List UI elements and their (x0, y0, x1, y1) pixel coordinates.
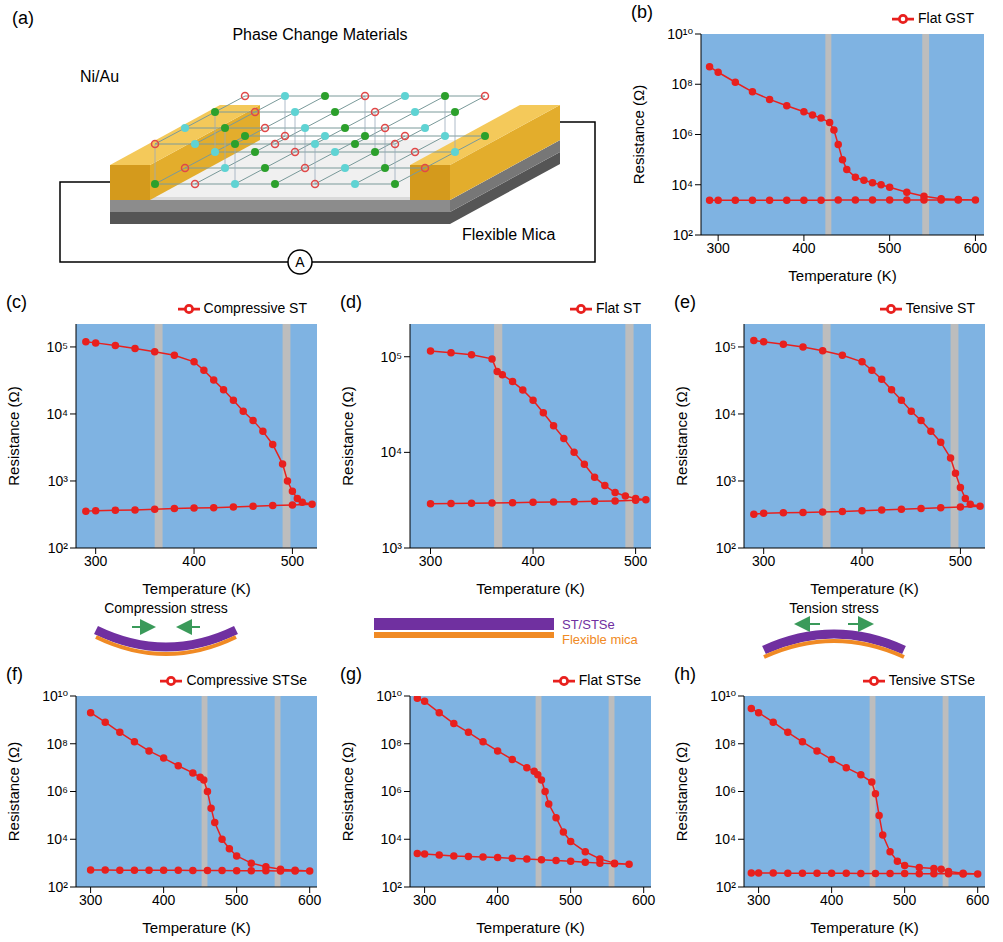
html-text:Flat ST: Flat ST (595, 299, 641, 316)
html-text:(g): (g) (340, 664, 362, 684)
svg-text:300: 300 (79, 892, 103, 908)
svg-text:Temperature (K): Temperature (K) (810, 919, 918, 936)
svg-text:500: 500 (878, 240, 902, 256)
svg-text:10³: 10³ (716, 473, 737, 489)
svg-text:500: 500 (949, 553, 973, 569)
svg-text:Resistance (Ω): Resistance (Ω) (673, 386, 690, 486)
svg-text:Compression stress: Compression stress (104, 600, 228, 616)
svg-text:10¹⁰: 10¹⁰ (710, 688, 736, 704)
svg-text:10¹⁰: 10¹⁰ (376, 688, 402, 704)
svg-text:Resistance (Ω): Resistance (Ω) (339, 386, 356, 486)
svg-text:400: 400 (486, 892, 510, 908)
svg-text:(a): (a) (12, 8, 34, 28)
svg-text:10²: 10² (382, 879, 403, 895)
svg-text:10⁶: 10⁶ (381, 783, 402, 799)
svg-text:10³: 10³ (48, 473, 69, 489)
svg-text:10⁵: 10⁵ (381, 349, 402, 365)
svg-text:500: 500 (281, 553, 305, 569)
svg-text:10²: 10² (716, 540, 737, 556)
svg-text:10⁴: 10⁴ (380, 444, 402, 460)
html-text:Compressive STSe: Compressive STSe (186, 671, 307, 688)
svg-text:300: 300 (706, 240, 730, 256)
svg-text:Temperature (K): Temperature (K) (788, 267, 896, 284)
html-text:(f): (f) (6, 664, 23, 684)
svg-text:400: 400 (850, 553, 874, 569)
svg-text:500: 500 (893, 892, 917, 908)
svg-text:400: 400 (820, 892, 844, 908)
svg-text:10⁶: 10⁶ (47, 783, 68, 799)
svg-text:Temperature (K): Temperature (K) (142, 919, 250, 936)
html-text:(e): (e) (674, 292, 696, 312)
html-text:Tensive STSe: Tensive STSe (888, 671, 975, 688)
svg-text:A: A (295, 254, 305, 270)
svg-text:10⁶: 10⁶ (715, 783, 736, 799)
svg-text:600: 600 (964, 240, 988, 256)
svg-text:600: 600 (298, 892, 322, 908)
svg-text:600: 600 (632, 892, 656, 908)
html-text:(h): (h) (674, 664, 696, 684)
svg-text:10⁸: 10⁸ (47, 736, 69, 752)
svg-text:10⁴: 10⁴ (46, 831, 68, 847)
svg-text:Resistance (Ω): Resistance (Ω) (5, 386, 22, 486)
svg-text:Resistance (Ω): Resistance (Ω) (630, 85, 647, 185)
svg-text:300: 300 (84, 553, 108, 569)
svg-text:10⁶: 10⁶ (672, 126, 693, 142)
svg-text:10¹⁰: 10¹⁰ (42, 688, 68, 704)
svg-text:300: 300 (419, 553, 443, 569)
svg-text:10⁸: 10⁸ (715, 736, 737, 752)
svg-text:10¹⁰: 10¹⁰ (667, 26, 693, 42)
svg-text:400: 400 (521, 553, 545, 569)
svg-text:Temperature (K): Temperature (K) (476, 919, 584, 936)
svg-text:10²: 10² (673, 227, 694, 243)
svg-text:500: 500 (624, 553, 648, 569)
svg-text:Resistance (Ω): Resistance (Ω) (673, 742, 690, 842)
html-text:Flat GST: Flat GST (918, 9, 974, 26)
svg-text:400: 400 (792, 240, 816, 256)
svg-text:10²: 10² (48, 540, 69, 556)
html-text:(d): (d) (340, 292, 362, 312)
html-text:Compressive ST: Compressive ST (203, 299, 307, 316)
svg-text:10²: 10² (716, 879, 737, 895)
svg-text:Phase Change Materials: Phase Change Materials (232, 26, 407, 43)
html-text:Flat STSe: Flat STSe (578, 671, 641, 688)
svg-text:300: 300 (413, 892, 437, 908)
svg-text:400: 400 (182, 553, 206, 569)
svg-text:10⁴: 10⁴ (714, 406, 736, 422)
svg-text:300: 300 (747, 892, 771, 908)
svg-text:Resistance (Ω): Resistance (Ω) (5, 742, 22, 842)
svg-text:10⁸: 10⁸ (672, 76, 694, 92)
svg-text:600: 600 (966, 892, 990, 908)
svg-text:ST/STSe: ST/STSe (562, 617, 615, 632)
svg-text:Tension stress: Tension stress (789, 600, 878, 616)
svg-text:10⁵: 10⁵ (715, 339, 736, 355)
svg-text:300: 300 (752, 553, 776, 569)
html-text:Tensive ST: Tensive ST (905, 299, 975, 316)
svg-text:500: 500 (225, 892, 249, 908)
svg-text:Flexible Mica: Flexible Mica (462, 226, 555, 243)
html-text:(c): (c) (6, 292, 27, 312)
svg-text:Temperature (K): Temperature (K) (142, 580, 250, 597)
svg-text:10⁴: 10⁴ (380, 831, 402, 847)
svg-text:500: 500 (559, 892, 583, 908)
svg-text:Ni/Au: Ni/Au (80, 68, 119, 85)
svg-text:10⁴: 10⁴ (671, 177, 693, 193)
svg-text:10⁵: 10⁵ (47, 339, 68, 355)
svg-text:10⁴: 10⁴ (46, 406, 68, 422)
svg-text:Temperature (K): Temperature (K) (476, 580, 584, 597)
svg-text:400: 400 (152, 892, 176, 908)
svg-text:Resistance (Ω): Resistance (Ω) (339, 742, 356, 842)
svg-text:Flexible mica: Flexible mica (562, 632, 639, 647)
svg-text:10³: 10³ (382, 540, 403, 556)
svg-text:10⁸: 10⁸ (381, 736, 403, 752)
svg-text:Temperature (K): Temperature (K) (810, 580, 918, 597)
svg-text:10²: 10² (48, 879, 69, 895)
html-text:(b): (b) (631, 2, 653, 22)
svg-text:10⁴: 10⁴ (714, 831, 736, 847)
